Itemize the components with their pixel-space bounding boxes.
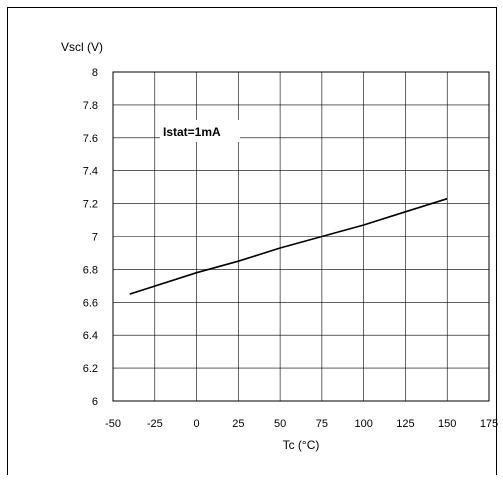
y-tick-label: 6.6 <box>83 297 98 309</box>
x-tick-label: -50 <box>105 418 121 430</box>
x-tick-label: -25 <box>147 418 163 430</box>
x-tick-label: 25 <box>232 418 244 430</box>
y-tick-label: 7 <box>92 232 98 244</box>
series-line <box>129 197 448 295</box>
x-tick-labels: -50 -25 0 25 50 75 100 125 150 175 <box>105 418 498 430</box>
series-group <box>129 197 448 295</box>
y-tick-label: 6.8 <box>83 264 98 276</box>
x-axis-label: Tc (°C) <box>283 438 320 452</box>
chart-frame <box>7 7 497 475</box>
y-tick-label: 6.4 <box>83 330 98 342</box>
y-tick-label: 7.6 <box>83 133 98 145</box>
annotation-box <box>160 120 240 142</box>
x-tick-label: 50 <box>274 418 286 430</box>
x-tick-label: 125 <box>396 418 414 430</box>
x-tick-label: 0 <box>193 418 199 430</box>
y-tick-label: 7.8 <box>83 100 98 112</box>
x-tick-label: 75 <box>316 418 328 430</box>
y-axis-label: Vscl (V) <box>61 40 103 54</box>
y-tick-label: 8 <box>92 67 98 79</box>
y-tick-labels: 6 6.2 6.4 6.6 6.8 7 7.2 7.4 7.6 7.8 8 <box>83 67 98 408</box>
x-tick-label: 175 <box>480 418 498 430</box>
x-tick-label: 150 <box>438 418 456 430</box>
y-tick-label: 6.2 <box>83 363 98 375</box>
x-tick-label: 100 <box>354 418 372 430</box>
chart-annotation: Istat=1mA <box>163 125 221 139</box>
plot-area <box>112 71 490 402</box>
y-tick-label: 7.4 <box>83 166 98 178</box>
y-tick-label: 6 <box>92 396 98 408</box>
y-tick-label: 7.2 <box>83 199 98 211</box>
